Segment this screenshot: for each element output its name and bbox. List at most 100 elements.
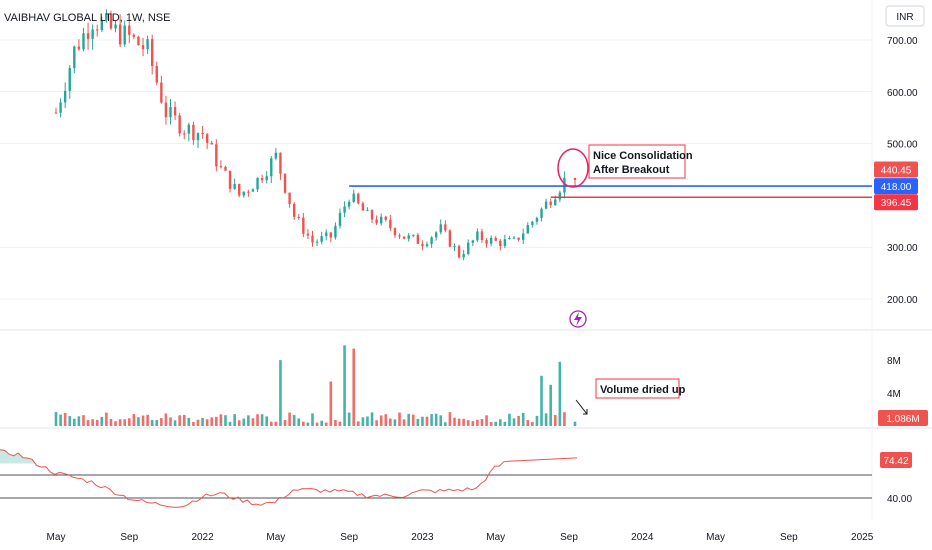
volume-bar <box>315 422 319 426</box>
candle-body <box>444 224 447 231</box>
horizontal-levels <box>349 185 872 199</box>
candle-body <box>187 124 191 134</box>
time-tick-label: 2022 <box>191 532 214 543</box>
candle-body <box>393 228 397 236</box>
volume-bar <box>215 416 218 426</box>
volume-annotation-box[interactable] <box>595 378 680 399</box>
volume-bar <box>311 413 314 426</box>
candle-body <box>288 192 291 204</box>
price-tick-label: 300.00 <box>887 243 918 254</box>
candle-body <box>480 231 484 241</box>
candle-body <box>63 90 67 103</box>
volume-bar <box>77 416 81 426</box>
volume-bar <box>370 412 374 426</box>
volume-bar <box>343 345 346 426</box>
candle-body <box>114 24 117 29</box>
volume-bar <box>338 421 342 426</box>
volume-bar <box>352 348 356 426</box>
volume-bar <box>137 417 140 426</box>
candle-body <box>260 177 264 181</box>
candle-body <box>315 241 319 243</box>
candle-body <box>434 232 438 238</box>
candle-body <box>109 14 113 29</box>
volume-bar <box>453 417 456 426</box>
volume-bar <box>82 415 85 426</box>
candle-body <box>476 231 479 241</box>
volume-bar <box>269 421 273 426</box>
candle-body <box>238 183 241 196</box>
candle-body <box>219 166 223 168</box>
volume-bar <box>384 414 388 426</box>
volume-bar <box>228 421 232 426</box>
volume-bar <box>357 421 360 426</box>
volume-bar <box>260 414 264 426</box>
candle-body <box>563 177 566 193</box>
candle-body <box>499 240 502 247</box>
volume-bar <box>173 420 177 426</box>
consolidation-annotation-box[interactable] <box>588 144 686 179</box>
volume-bar <box>480 419 484 426</box>
rsi-axis: 40.00 <box>887 494 912 505</box>
candle-body <box>361 203 365 211</box>
price-tick-label: 200.00 <box>887 295 918 306</box>
candle-body <box>471 240 475 243</box>
candle-body <box>508 237 511 240</box>
candle-body <box>544 201 548 209</box>
volume-bar <box>402 419 406 426</box>
volume-bar <box>329 381 333 426</box>
rsi-tick-label: 40.00 <box>887 494 912 505</box>
volume-bar <box>155 419 159 426</box>
volume-bar <box>109 418 113 426</box>
volume-bar <box>544 413 548 426</box>
price-badge-label: 418.00 <box>881 182 912 193</box>
candle-body <box>68 68 71 91</box>
candle-body <box>535 217 539 222</box>
rsi-reference-lines <box>0 474 872 499</box>
volume-bar <box>517 415 520 426</box>
candle-body <box>128 25 131 35</box>
volume-bar <box>466 420 470 426</box>
candle-body <box>173 107 177 116</box>
volume-bar <box>105 412 108 426</box>
candle-body <box>59 102 62 113</box>
lightning-icon[interactable] <box>569 310 587 328</box>
volume-bar <box>297 418 301 426</box>
time-tick-label: 2025 <box>851 532 874 543</box>
candle-body <box>503 239 507 247</box>
volume-bar <box>448 412 452 426</box>
volume-bar <box>219 414 223 426</box>
price-axis: 700.00 600.00 500.00 300.00 200.00 <box>887 36 918 306</box>
volume-bar <box>521 412 525 426</box>
volume-bar <box>123 419 127 426</box>
candle-body <box>512 237 516 239</box>
volume-bar <box>68 416 72 426</box>
price-badge <box>874 194 918 211</box>
volume-tick-label: 8M <box>887 356 901 367</box>
volume-bar <box>553 414 557 426</box>
candle-body <box>375 219 378 224</box>
rsi-overbought-fill <box>0 449 60 464</box>
volume-bar <box>471 421 475 426</box>
candle-body <box>439 224 442 233</box>
volume-bar <box>489 421 493 426</box>
volume-bar <box>114 421 117 426</box>
volume-bar <box>187 417 191 426</box>
candle-body <box>320 236 323 242</box>
candle-body <box>306 233 310 236</box>
time-tick-label: May <box>706 532 725 543</box>
volume-bar <box>127 418 131 426</box>
time-tick-label: 2023 <box>411 532 434 543</box>
candle-body <box>228 170 232 189</box>
volume-bar <box>265 416 268 426</box>
candle-body <box>150 39 154 66</box>
rsi-line <box>0 449 578 508</box>
volume-bar <box>476 419 479 426</box>
volume-bar <box>361 417 365 426</box>
candle-body <box>402 236 406 239</box>
candle-body <box>123 25 126 45</box>
rsi-last-value: 74.42 <box>883 456 908 467</box>
candle-body <box>283 173 287 193</box>
volume-bar <box>274 421 278 426</box>
volume-bar <box>421 416 424 426</box>
currency-button[interactable] <box>885 5 925 27</box>
